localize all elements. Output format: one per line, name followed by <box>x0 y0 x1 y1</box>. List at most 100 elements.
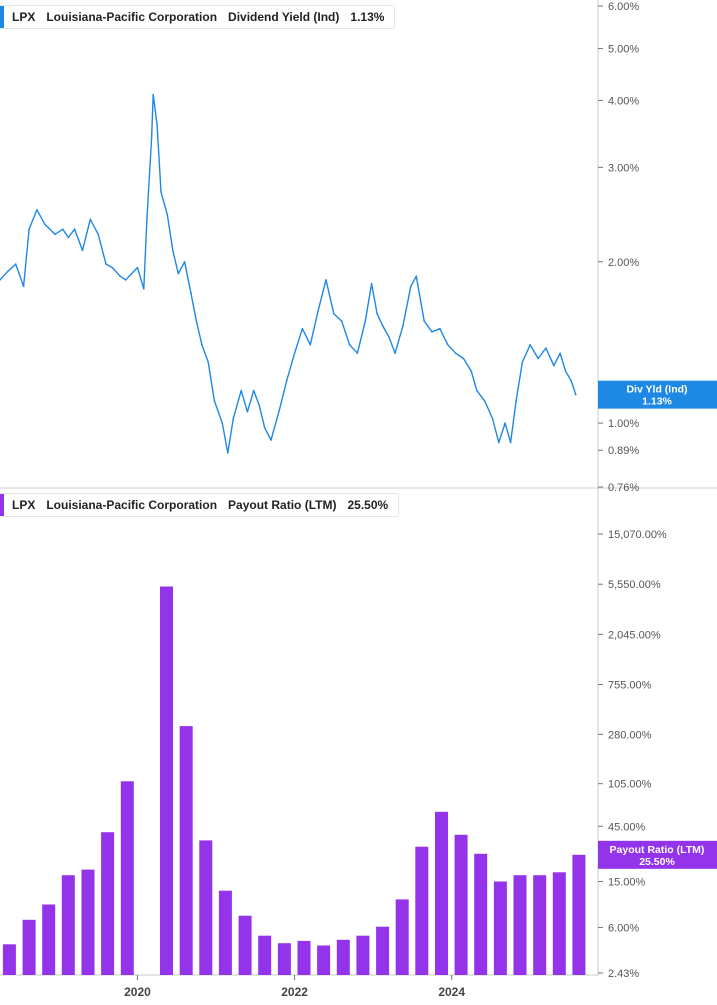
dividend-y-tick-label: 2.00% <box>608 257 639 269</box>
payout-ratio-bar <box>474 853 488 975</box>
dividend-yield-point <box>183 260 186 263</box>
payout-y-tick-label: 15,070.00% <box>608 529 667 541</box>
payout-ratio-bar <box>179 726 193 975</box>
dividend-yield-point <box>356 352 359 355</box>
dividend-yield-point <box>317 310 319 312</box>
dividend-legend-company: Louisiana-Pacific Corporation <box>46 10 218 24</box>
payout-value-box-title: Payout Ratio (LTM) <box>610 844 705 856</box>
dividend-yield-point <box>14 263 17 265</box>
dividend-yield-point <box>545 347 547 349</box>
payout-ratio-bar <box>454 834 468 975</box>
payout-ratio-bar <box>22 919 36 975</box>
dividend-yield-point <box>529 343 532 346</box>
dividend-yield-point <box>213 400 216 402</box>
dividend-yield-point <box>124 279 127 281</box>
dividend-yield-point <box>509 441 512 444</box>
dividend-yield-point <box>415 275 418 277</box>
dividend-yield-point <box>150 137 153 140</box>
dividend-yield-point <box>142 288 145 290</box>
dividend-yield-point <box>364 320 367 322</box>
dividend-yield-point <box>574 393 577 396</box>
payout-ratio-bar <box>297 940 311 975</box>
dividend-y-tick-label: 3.00% <box>608 162 639 174</box>
payout-legend: LPX Louisiana-Pacific Corporation Payout… <box>0 493 400 517</box>
dividend-yield-point <box>221 422 224 424</box>
dividend-yield-point <box>172 249 174 252</box>
dividend-yield-point <box>54 233 56 236</box>
dividend-yield-point <box>246 410 249 413</box>
payout-y-tick-label: 755.00% <box>608 680 652 692</box>
dividend-yield-point <box>97 233 99 236</box>
payout-legend-value: 25.50% <box>347 498 389 512</box>
dividend-yield-point <box>166 213 169 216</box>
dividend-legend-value: 1.13% <box>350 10 385 24</box>
dividend-yield-point <box>160 191 162 193</box>
payout-y-tick-label: 15.00% <box>608 876 646 888</box>
dividend-yield-line <box>0 93 577 454</box>
dividend-yield-point <box>62 228 64 231</box>
payout-ratio-bar <box>395 899 409 975</box>
payout-ratio-bar <box>317 945 331 975</box>
dividend-yield-point <box>293 352 296 355</box>
payout-legend-company: Louisiana-Pacific Corporation <box>46 498 218 512</box>
dividend-yield-point <box>190 292 192 294</box>
dividend-yield-point <box>370 282 373 285</box>
dividend-y-tick-label: 0.76% <box>608 482 639 494</box>
payout-legend-ticker: LPX <box>12 498 36 512</box>
payout-ratio-bar <box>493 881 507 975</box>
payout-ratio-bar <box>435 811 448 975</box>
dividend-yield-point <box>470 370 473 372</box>
dividend-yield-point <box>263 427 266 429</box>
dividend-yield-point <box>105 263 107 265</box>
dividend-y-tick-label: 6.00% <box>608 1 639 13</box>
x-tick-label: 2022 <box>281 985 308 999</box>
dividend-y-tick-label: 1.00% <box>608 418 639 430</box>
payout-y-tick-label: 45.00% <box>608 821 646 833</box>
payout-y-tick-label: 2.43% <box>608 968 639 980</box>
dividend-legend-swatch <box>0 6 4 28</box>
dividend-yield-point <box>476 389 478 392</box>
dividend-yield-point <box>227 452 229 454</box>
dividend-yield-point <box>285 379 288 382</box>
payout-y-tick-label: 5,550.00% <box>608 579 661 591</box>
payout-ratio-bar <box>277 943 291 975</box>
payout-legend-swatch <box>0 494 4 516</box>
dividend-yield-point <box>207 361 209 363</box>
payout-ratio-bar <box>513 875 527 975</box>
dividend-yield-point <box>195 320 198 322</box>
payout-ratio-bar <box>356 935 370 975</box>
payout-ratio-bar <box>218 890 232 975</box>
x-tick-label: 2024 <box>438 985 465 999</box>
dividend-yield-point <box>388 335 390 338</box>
dividend-yield-point <box>423 320 425 322</box>
payout-value-box <box>598 840 717 869</box>
payout-ratio-bar <box>336 939 350 975</box>
x-tick-label: 2020 <box>124 985 151 999</box>
dividend-yield-point <box>73 228 76 231</box>
dividend-yield-point <box>446 343 449 346</box>
dividend-yield-point <box>89 218 92 221</box>
dividend-yield-point <box>439 327 441 330</box>
dividend-yield-point <box>325 279 327 281</box>
dividend-yield-point <box>177 272 180 275</box>
dividend-yield-point <box>136 266 139 269</box>
dividend-yield-point <box>431 331 433 333</box>
dividend-yield-point <box>156 124 158 126</box>
payout-y-tick-label: 6.00% <box>608 923 639 935</box>
dividend-yield-point <box>559 352 561 355</box>
dividend-yield-point <box>462 357 465 360</box>
dividend-yield-point <box>498 441 500 444</box>
dividend-yield-point <box>67 236 70 239</box>
dividend-value-box-value: 1.13% <box>642 396 672 408</box>
dividend-y-tick-label: 4.00% <box>608 95 639 107</box>
payout-ratio-bar <box>572 854 586 975</box>
payout-value-box-value: 25.50% <box>639 856 675 868</box>
dividend-yield-point <box>537 357 539 360</box>
dividend-yield-point <box>381 324 384 327</box>
dividend-yield-point <box>252 389 255 392</box>
payout-ratio-bar <box>199 840 213 975</box>
dividend-yield-point <box>348 343 351 346</box>
dividend-yield-point <box>43 223 46 226</box>
payout-ratio-bar <box>61 875 75 975</box>
payout-ratio-bar <box>101 832 115 975</box>
